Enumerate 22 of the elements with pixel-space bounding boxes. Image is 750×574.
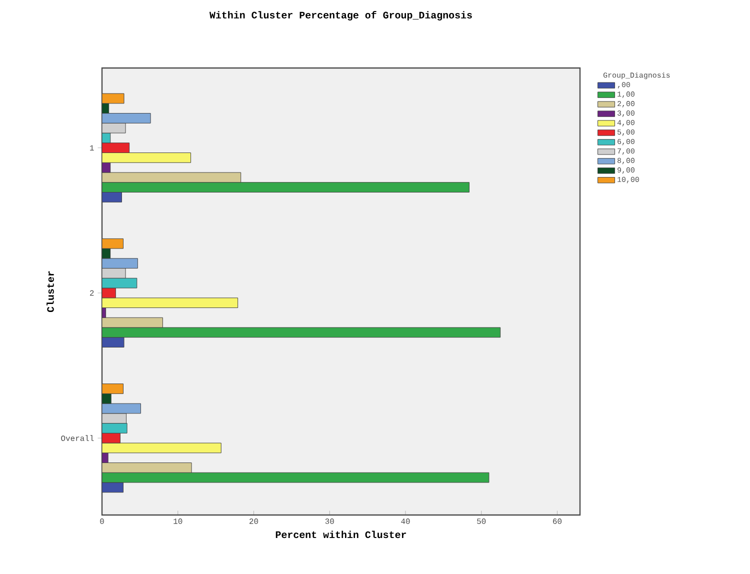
bar	[102, 423, 128, 434]
y-axis-title: Cluster	[46, 271, 54, 312]
bar	[102, 142, 130, 154]
bar	[102, 298, 238, 308]
bar	[102, 403, 141, 414]
bar	[102, 337, 124, 348]
bar	[102, 182, 470, 192]
chart-title: Within Cluster Percentage of Group_Diagnosis	[209, 11, 472, 20]
bar	[102, 384, 124, 394]
bar	[102, 113, 151, 124]
bar	[102, 442, 222, 454]
bar	[102, 317, 163, 328]
bar	[102, 258, 138, 269]
bar	[102, 172, 242, 183]
bar	[102, 462, 192, 473]
bar	[102, 413, 127, 424]
bar	[102, 192, 122, 202]
x-axis-title: Percent within Cluster	[276, 530, 406, 538]
bar	[102, 268, 126, 278]
bar	[102, 472, 490, 483]
bar	[102, 152, 192, 163]
bar	[102, 327, 501, 338]
